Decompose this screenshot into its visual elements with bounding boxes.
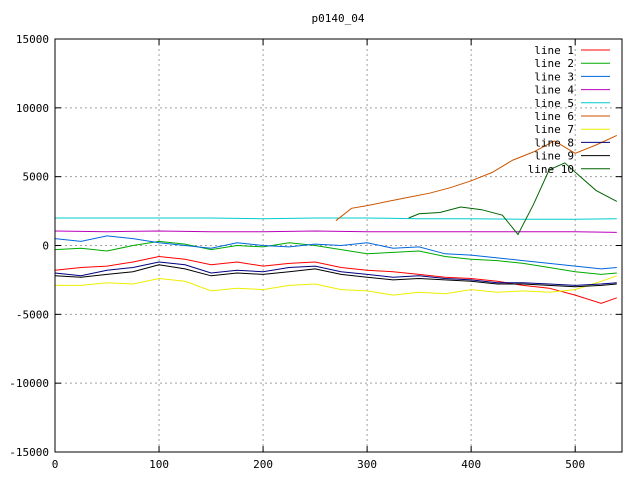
y-tick-label: 0: [42, 240, 49, 253]
x-tick-label: 400: [461, 458, 481, 471]
legend-label-1: line 1: [534, 44, 574, 57]
series-line-9: [54, 264, 617, 288]
series-line-2: [54, 240, 617, 275]
legend-label-4: line 4: [534, 84, 574, 97]
chart-title: p0140_04: [312, 12, 365, 25]
series-line-1: [54, 255, 617, 304]
series-line-7: [55, 275, 617, 296]
axis-ticks: 0 100 200 300 400 500 -15000 -10000 -5000 0 5000 10…: [9, 33, 622, 471]
y-tick-label: -15000: [9, 446, 49, 459]
series-line-5: [55, 217, 617, 220]
legend-label-10: line 10: [528, 163, 574, 176]
x-tick-label: 500: [565, 458, 585, 471]
x-tick-label: 200: [253, 458, 273, 471]
series-line-3: [54, 235, 617, 270]
legend-label-7: line 7: [534, 123, 574, 136]
series-line-10: [408, 162, 618, 236]
legend-label-6: line 6: [534, 110, 574, 123]
legend-label-5: line 5: [534, 97, 574, 110]
series-line-6: [335, 134, 618, 222]
x-tick-label: 300: [357, 458, 377, 471]
x-tick-label: 100: [149, 458, 169, 471]
series-group: [54, 134, 618, 304]
legend-label-3: line 3: [534, 70, 574, 83]
y-tick-label: 15000: [16, 33, 49, 46]
x-tick-label: 0: [52, 458, 59, 471]
legend-label-9: line 9: [534, 150, 574, 163]
y-tick-label: -5000: [16, 308, 49, 321]
y-tick-label: 10000: [16, 102, 49, 115]
legend-label-2: line 2: [534, 57, 574, 70]
legend-label-8: line 8: [534, 136, 574, 149]
y-tick-label: -10000: [9, 377, 49, 390]
y-tick-label: 5000: [23, 171, 50, 184]
series-line-4: [54, 230, 617, 233]
series-line-8: [54, 261, 617, 286]
